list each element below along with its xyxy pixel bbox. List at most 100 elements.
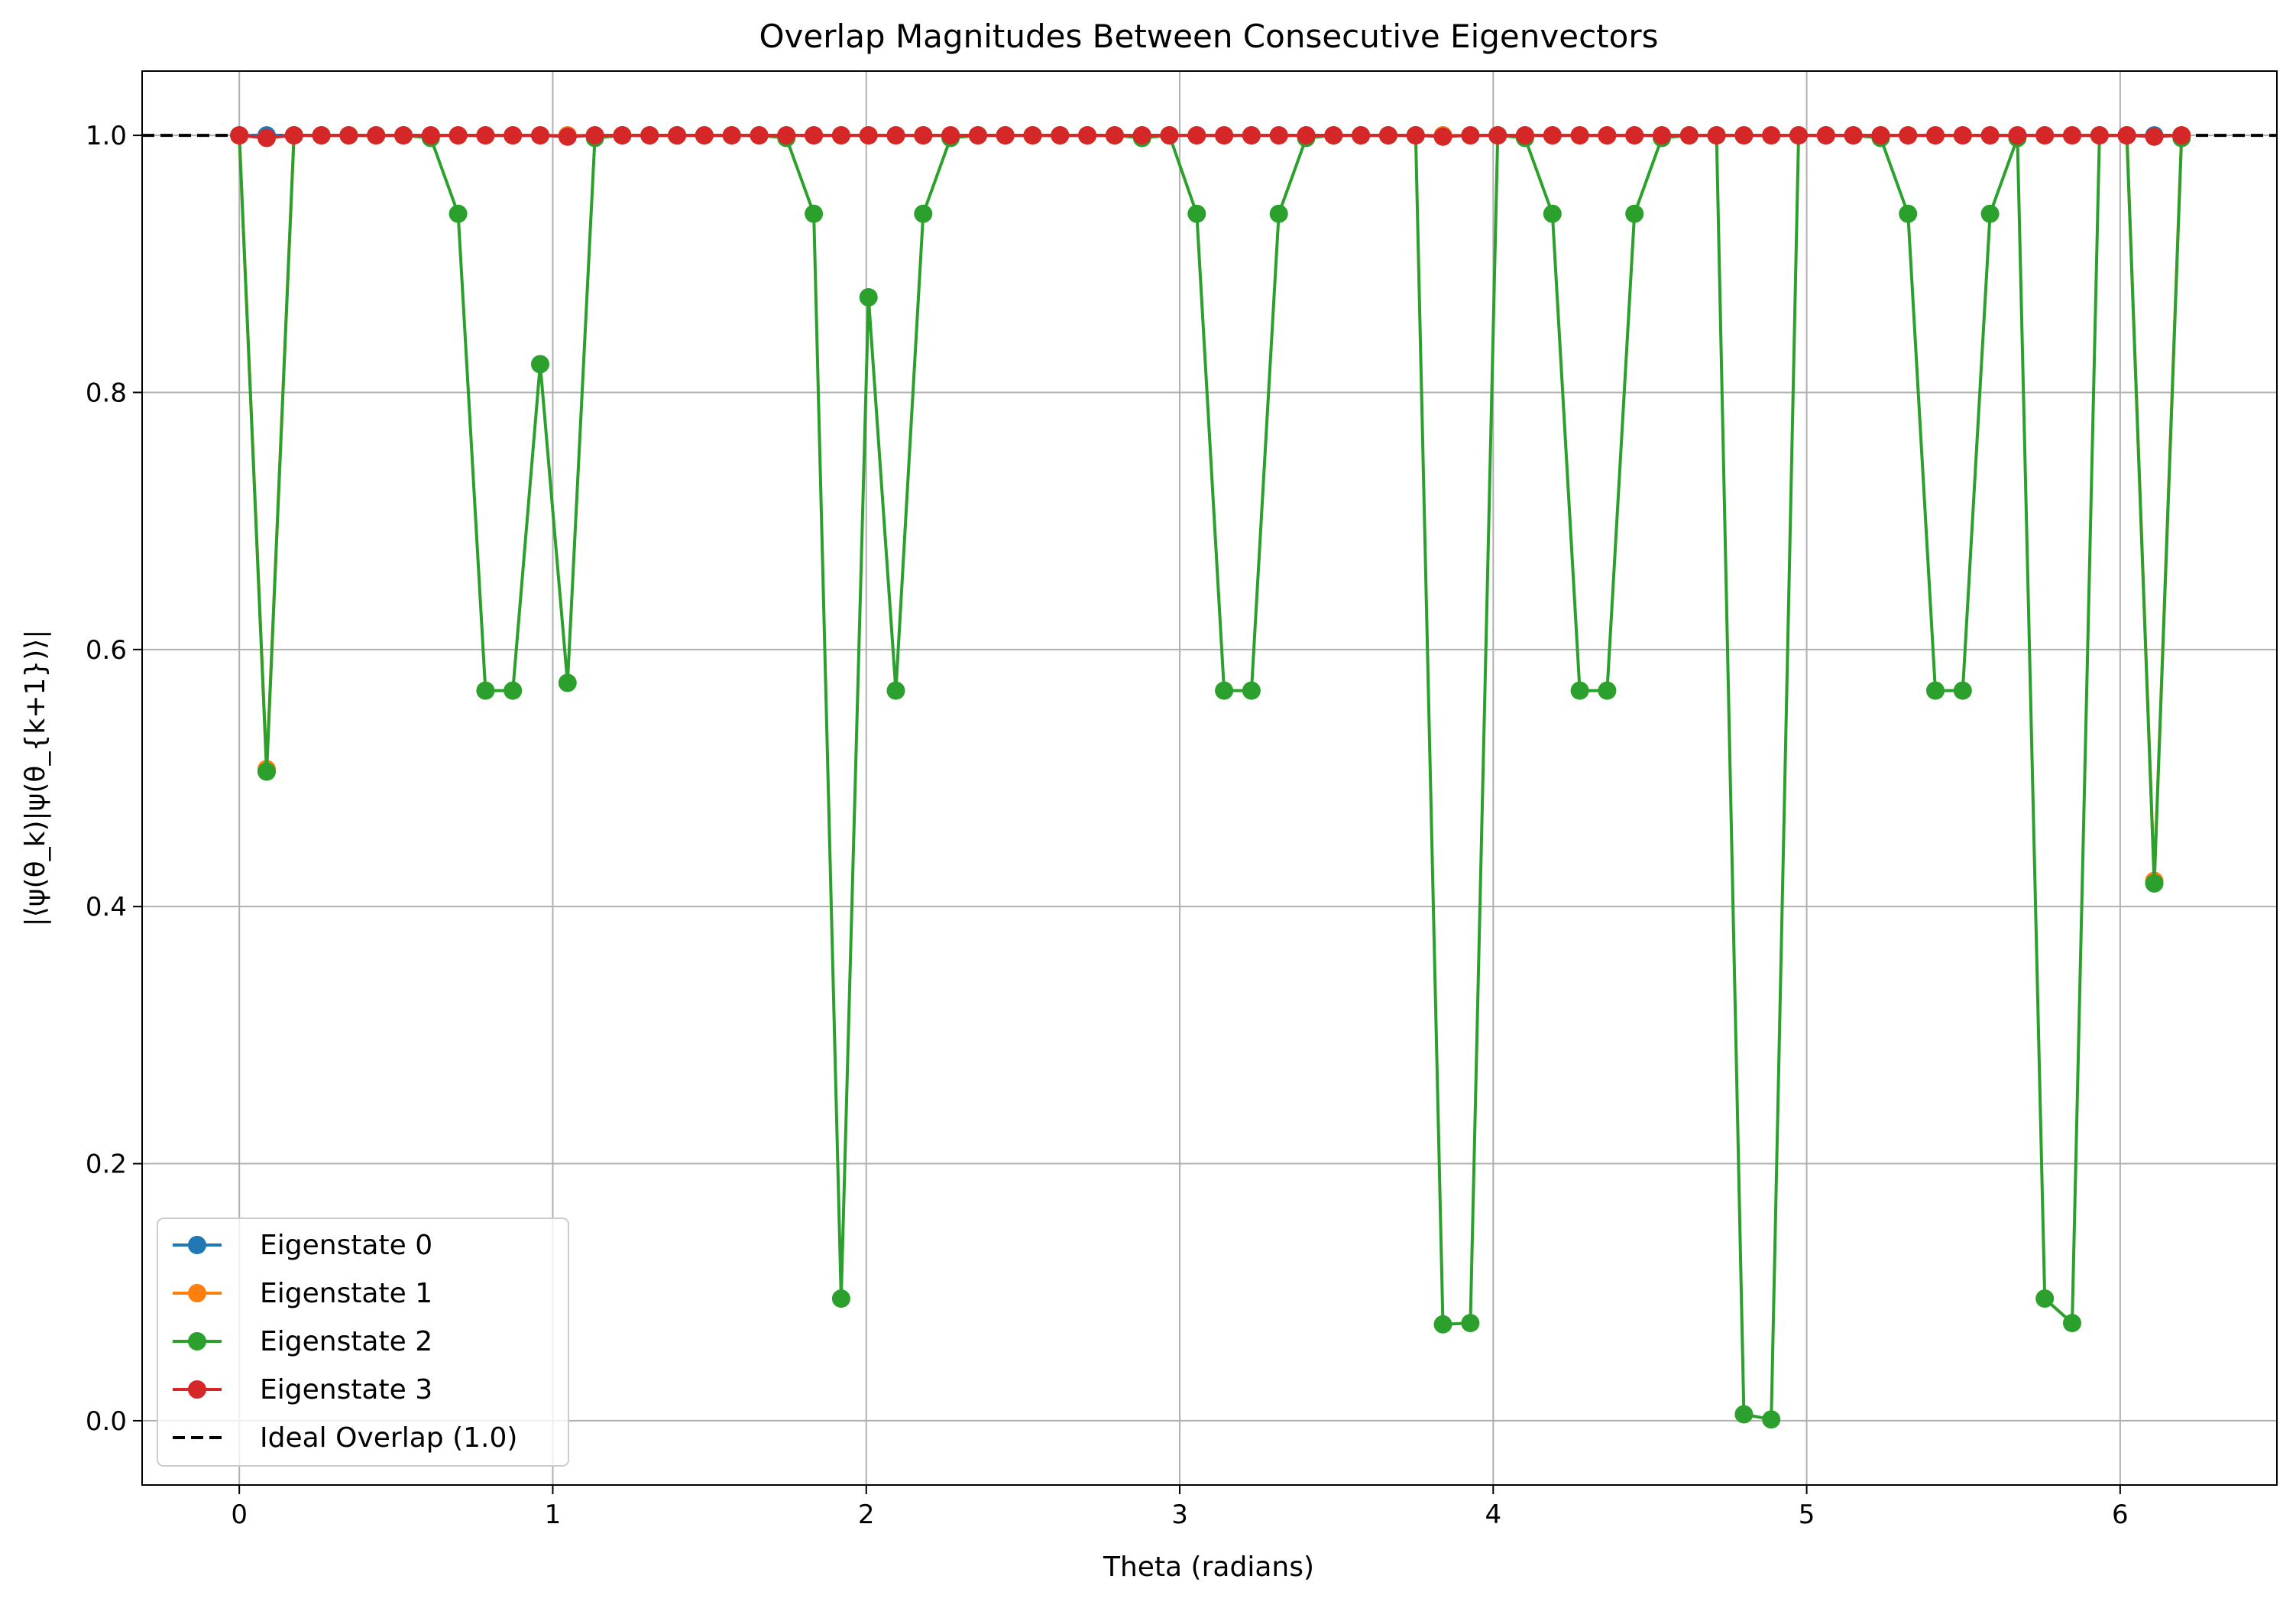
data-point bbox=[449, 126, 468, 145]
data-point bbox=[1543, 204, 1562, 223]
data-point bbox=[722, 126, 741, 145]
x-tick-label: 2 bbox=[858, 1500, 875, 1530]
data-point bbox=[476, 126, 495, 145]
legend-marker bbox=[188, 1284, 206, 1302]
data-point bbox=[1433, 1315, 1452, 1334]
data-point bbox=[1598, 681, 1617, 700]
data-point bbox=[968, 126, 987, 145]
legend-item: Ideal Overlap (1.0) bbox=[173, 1422, 517, 1454]
data-point bbox=[1734, 126, 1754, 145]
data-point bbox=[1844, 126, 1863, 145]
data-point bbox=[257, 762, 276, 781]
data-point bbox=[1105, 126, 1124, 145]
data-point bbox=[1433, 127, 1452, 146]
legend: Eigenstate 0 Eigenstate 1 Eigenstate 2 Eige… bbox=[157, 1218, 569, 1467]
data-point bbox=[613, 126, 632, 145]
y-tick-label: 1.0 bbox=[86, 121, 127, 151]
data-point bbox=[1488, 126, 1507, 145]
data-point bbox=[2145, 127, 2164, 146]
data-point bbox=[2008, 126, 2027, 145]
data-point bbox=[1926, 681, 1945, 700]
legend-marker bbox=[188, 1332, 206, 1350]
data-point bbox=[2063, 1314, 2081, 1333]
data-point bbox=[284, 126, 303, 145]
data-point bbox=[996, 126, 1015, 145]
data-point bbox=[1762, 126, 1781, 145]
data-point bbox=[1598, 126, 1617, 145]
data-point bbox=[2035, 126, 2055, 145]
legend-marker bbox=[188, 1380, 206, 1399]
data-point bbox=[750, 126, 769, 145]
data-point bbox=[504, 126, 523, 145]
legend-label: Eigenstate 2 bbox=[260, 1326, 432, 1357]
data-point bbox=[1406, 126, 1425, 145]
data-point bbox=[1078, 126, 1097, 145]
legend-item: Eigenstate 2 bbox=[173, 1326, 432, 1357]
data-point bbox=[476, 681, 495, 700]
x-tick-label: 4 bbox=[1485, 1500, 1501, 1530]
data-point bbox=[1980, 204, 2000, 223]
data-point bbox=[1297, 126, 1316, 145]
data-point bbox=[257, 128, 276, 148]
legend-label: Ideal Overlap (1.0) bbox=[260, 1422, 517, 1454]
data-point bbox=[1023, 126, 1042, 145]
data-point bbox=[2145, 874, 2164, 893]
data-point bbox=[1625, 204, 1644, 223]
data-point bbox=[230, 126, 249, 145]
data-point bbox=[421, 126, 440, 145]
data-point bbox=[2063, 126, 2081, 145]
data-point bbox=[558, 127, 577, 146]
data-point bbox=[449, 204, 468, 223]
x-tick-label: 5 bbox=[1799, 1500, 1815, 1530]
data-point bbox=[695, 126, 714, 145]
y-tick-label: 0.2 bbox=[86, 1149, 127, 1180]
data-point bbox=[805, 126, 824, 145]
legend-label: Eigenstate 3 bbox=[260, 1374, 432, 1406]
data-point bbox=[1461, 126, 1480, 145]
y-axis: 0.0 0.2 0.4 0.6 0.8 1.0 bbox=[86, 121, 142, 1437]
data-point bbox=[312, 126, 331, 145]
x-tick-label: 6 bbox=[2112, 1500, 2129, 1530]
data-point bbox=[1543, 126, 1562, 145]
data-point bbox=[1926, 126, 1945, 145]
data-point bbox=[2090, 126, 2109, 145]
data-point bbox=[1215, 681, 1234, 700]
data-point bbox=[1816, 126, 1835, 145]
y-tick-label: 0.6 bbox=[86, 635, 127, 666]
legend-frame bbox=[157, 1218, 569, 1467]
legend-item: Eigenstate 3 bbox=[173, 1374, 432, 1406]
data-point bbox=[1242, 126, 1261, 145]
data-point bbox=[504, 681, 523, 700]
data-point bbox=[1734, 1405, 1754, 1424]
legend-item: Eigenstate 0 bbox=[173, 1230, 432, 1261]
data-point bbox=[1378, 126, 1397, 145]
data-point bbox=[1570, 681, 1589, 700]
data-point bbox=[531, 126, 549, 145]
legend-label: Eigenstate 0 bbox=[260, 1230, 432, 1261]
data-point bbox=[1707, 126, 1726, 145]
data-point bbox=[1242, 681, 1261, 700]
data-point bbox=[2172, 126, 2191, 145]
data-point bbox=[1187, 126, 1206, 145]
data-point bbox=[1899, 204, 1918, 223]
data-point bbox=[941, 126, 960, 145]
data-point bbox=[1160, 126, 1179, 145]
series-eigenstate-3 bbox=[230, 126, 2191, 148]
data-point bbox=[1625, 126, 1644, 145]
x-axis-title: Theta (radians) bbox=[1103, 1552, 1314, 1583]
data-point bbox=[1679, 126, 1699, 145]
data-point bbox=[1789, 126, 1808, 145]
x-axis: 0 1 2 3 4 5 6 bbox=[231, 1485, 2129, 1530]
x-tick-label: 3 bbox=[1171, 1500, 1188, 1530]
data-point bbox=[914, 204, 933, 223]
data-point bbox=[339, 126, 358, 145]
data-point bbox=[2035, 1289, 2055, 1308]
y-tick-label: 0.4 bbox=[86, 892, 127, 922]
chart-title: Overlap Magnitudes Between Consecutive E… bbox=[759, 18, 1659, 55]
legend-marker bbox=[188, 1236, 206, 1254]
data-point bbox=[394, 126, 413, 145]
legend-item: Eigenstate 1 bbox=[173, 1278, 432, 1309]
data-point bbox=[859, 126, 878, 145]
data-point bbox=[1653, 126, 1671, 145]
x-tick-label: 0 bbox=[231, 1500, 248, 1530]
